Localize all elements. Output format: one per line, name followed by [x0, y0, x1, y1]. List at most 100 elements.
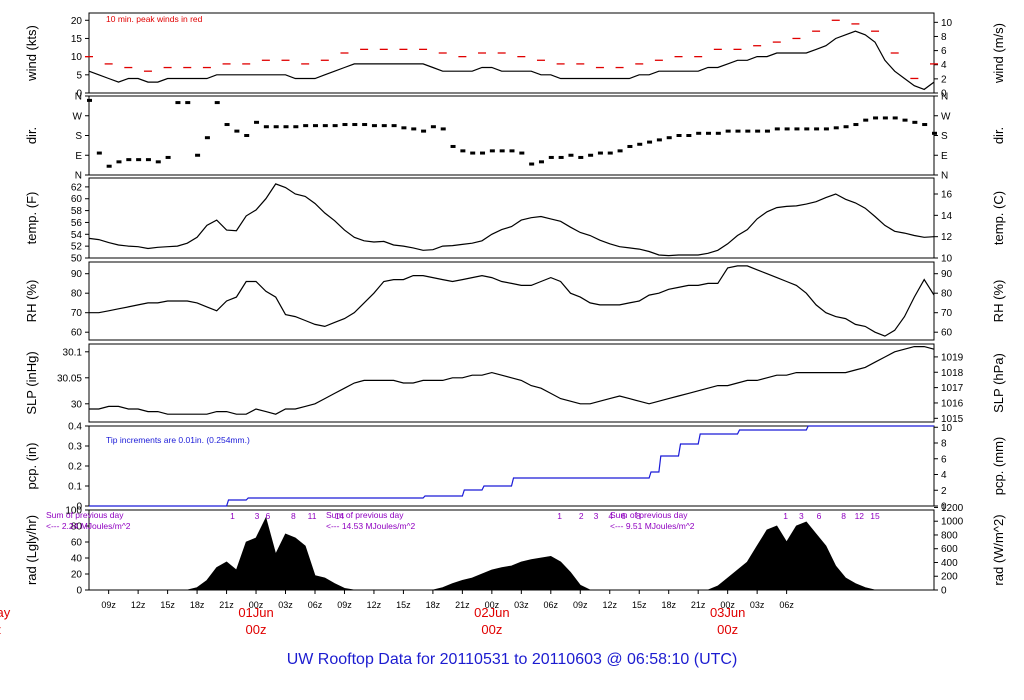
wind-ytick-label: 15 — [71, 34, 83, 45]
dir-point — [204, 136, 210, 140]
dir-point — [656, 138, 662, 142]
dir-rtick-label: S — [941, 131, 948, 142]
dir-point — [647, 140, 653, 144]
rad-tip-mark: 12 — [855, 511, 865, 521]
rh-rtick-label: 90 — [941, 269, 953, 280]
dir-point — [381, 124, 387, 128]
time-tick-label: 21z — [691, 600, 706, 610]
rad-tip-mark: 6 — [265, 511, 270, 521]
dir-point — [706, 131, 712, 135]
dir-point — [892, 116, 898, 120]
dir-panel — [85, 95, 938, 176]
dir-point — [863, 118, 869, 122]
rad-ytick-label: 60 — [71, 538, 83, 549]
dir-point — [332, 124, 338, 128]
dir-point — [833, 126, 839, 130]
dir-ylabel-right: dir. — [991, 127, 1006, 144]
dir-point — [804, 127, 810, 131]
dir-point — [666, 136, 672, 140]
rad-tip-mark: 14 — [335, 511, 345, 521]
dir-point — [460, 149, 466, 153]
dir-point — [155, 160, 161, 164]
temp-ytick-label: 54 — [71, 230, 83, 241]
dir-point — [96, 151, 102, 155]
slp-ytick-label: 30 — [71, 399, 83, 410]
pcp-rtick-label: 10 — [941, 423, 953, 434]
dir-point — [342, 123, 348, 127]
dir-ytick-label: N — [75, 92, 82, 103]
wind-rtick-label: 2 — [941, 74, 947, 85]
day-label-hour: 00z — [717, 622, 738, 637]
wind-ylabel-right: wind (m/s) — [991, 23, 1006, 84]
rad-rtick-label: 800 — [941, 530, 958, 541]
dir-point — [902, 118, 908, 122]
dir-ytick-label: N — [75, 171, 82, 182]
dir-ytick-label: S — [75, 131, 82, 142]
pcp-ytick-label: 0.1 — [68, 482, 82, 493]
rad-area — [89, 516, 934, 591]
dir-point — [558, 155, 564, 159]
dir-point — [676, 134, 682, 137]
rh-panel — [85, 261, 938, 341]
dir-point — [450, 144, 456, 148]
dir-point — [843, 125, 849, 129]
dir-ytick-label: E — [75, 151, 82, 162]
time-tick-label: 03z — [750, 600, 765, 610]
dir-point — [932, 131, 937, 135]
dir-point — [764, 129, 770, 133]
dir-point — [912, 120, 918, 124]
dir-point — [234, 129, 240, 133]
dir-point — [882, 116, 888, 120]
wind-rtick-label: 4 — [941, 60, 947, 71]
wind-ytick-label: 0 — [76, 89, 82, 100]
temp-line — [88, 183, 935, 257]
rad-tip-mark: 3 — [255, 511, 260, 521]
dir-point — [371, 124, 377, 128]
rad-rtick-label: 600 — [941, 544, 958, 555]
dir-point — [784, 127, 790, 131]
rad-ytick-label: 20 — [71, 570, 83, 581]
dir-rtick-label: W — [941, 111, 951, 122]
time-tick-label: 18z — [190, 600, 205, 610]
dir-point — [322, 124, 328, 128]
rad-sum-label: Sum of previous day — [46, 510, 124, 520]
time-tick-label: 09z — [573, 600, 588, 610]
day-label: 02Jun — [474, 605, 509, 620]
rh-ytick-label: 90 — [71, 269, 83, 280]
rad-ytick-label: 80 — [71, 522, 83, 533]
dir-point — [470, 151, 476, 155]
rad-ylabel-right: rad (W/m^2) — [991, 514, 1006, 585]
time-tick-label: 18z — [426, 600, 441, 610]
day-label-hour: 00z — [481, 622, 502, 637]
dir-point — [312, 124, 318, 128]
dir-point — [175, 101, 181, 105]
rh-ytick-label: 60 — [71, 328, 83, 339]
dir-point — [578, 155, 584, 159]
wind-ytick-label: 20 — [71, 16, 83, 27]
dir-point — [273, 125, 279, 129]
dir-point — [607, 151, 613, 155]
rad-sum-value: <--- 9.51 MJoules/m^2 — [610, 521, 695, 531]
day-label: 31May — [0, 605, 11, 620]
time-tick-label: 18z — [661, 600, 676, 610]
dir-point — [588, 153, 594, 157]
dir-point — [283, 125, 289, 129]
dir-point — [548, 155, 554, 159]
dir-point — [480, 151, 486, 155]
rh-frame — [88, 261, 935, 341]
pcp-ytick-label: 0.2 — [68, 462, 82, 473]
dir-point — [411, 127, 417, 131]
temp-ytick-label: 62 — [71, 182, 83, 193]
rad-tip-mark: 8 — [291, 511, 296, 521]
wind-rtick-label: 10 — [941, 18, 953, 29]
rad-tip-mark: 4 — [608, 511, 613, 521]
dir-frame — [88, 95, 935, 176]
dir-point — [873, 116, 879, 120]
rad-sum-label: Sum of previous day — [610, 510, 688, 520]
dir-point — [725, 129, 731, 133]
rad-tip-mark: 1 — [557, 511, 562, 521]
rh-ylabel: RH (%) — [24, 280, 39, 323]
rad-tip-mark: 15 — [870, 511, 880, 521]
dir-point — [617, 149, 623, 153]
time-tick-label: 15z — [632, 600, 647, 610]
